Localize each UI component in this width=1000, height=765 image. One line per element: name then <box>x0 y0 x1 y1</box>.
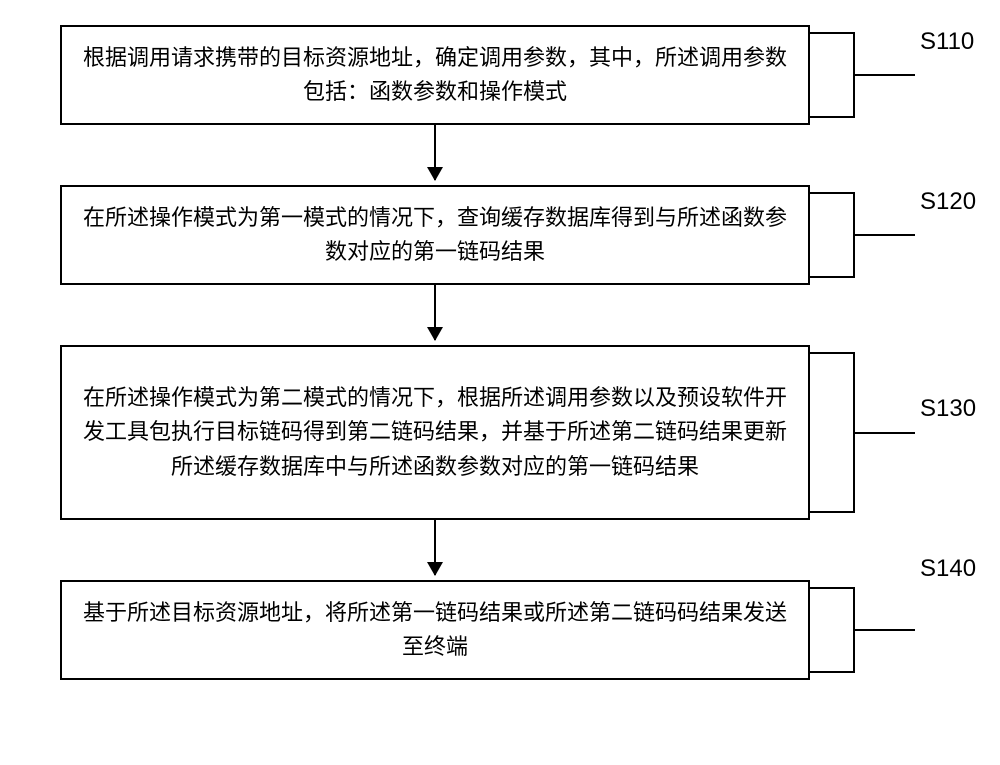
arrow-1 <box>434 125 436 180</box>
bracket-s120 <box>810 192 855 278</box>
step-box-s120: 在所述操作模式为第一模式的情况下，查询缓存数据库得到与所述函数参数对应的第一链码… <box>60 185 810 285</box>
step-text: 在所述操作模式为第一模式的情况下，查询缓存数据库得到与所述函数参数对应的第一链码… <box>82 201 788 269</box>
arrow-3 <box>434 520 436 575</box>
bracket-s140 <box>810 587 855 673</box>
step-box-s130: 在所述操作模式为第二模式的情况下，根据所述调用参数以及预设软件开发工具包执行目标… <box>60 345 810 520</box>
step-box-s110: 根据调用请求携带的目标资源地址，确定调用参数，其中，所述调用参数包括：函数参数和… <box>60 25 810 125</box>
connector-s140 <box>855 629 915 631</box>
step-label-s110: S110 <box>920 28 974 56</box>
step-label-s130: S130 <box>920 395 976 423</box>
step-box-s140: 基于所述目标资源地址，将所述第一链码结果或所述第二链码码结果发送至终端 <box>60 580 810 680</box>
connector-s110 <box>855 74 915 76</box>
connector-s130 <box>855 432 915 434</box>
step-label-s120: S120 <box>920 188 976 216</box>
bracket-s130 <box>810 352 855 513</box>
step-text: 在所述操作模式为第二模式的情况下，根据所述调用参数以及预设软件开发工具包执行目标… <box>82 381 788 483</box>
flowchart-container: 根据调用请求携带的目标资源地址，确定调用参数，其中，所述调用参数包括：函数参数和… <box>0 0 1000 765</box>
step-text: 基于所述目标资源地址，将所述第一链码结果或所述第二链码码结果发送至终端 <box>82 596 788 664</box>
bracket-s110 <box>810 32 855 118</box>
connector-s120 <box>855 234 915 236</box>
step-text: 根据调用请求携带的目标资源地址，确定调用参数，其中，所述调用参数包括：函数参数和… <box>82 41 788 109</box>
step-label-s140: S140 <box>920 555 976 583</box>
arrow-2 <box>434 285 436 340</box>
